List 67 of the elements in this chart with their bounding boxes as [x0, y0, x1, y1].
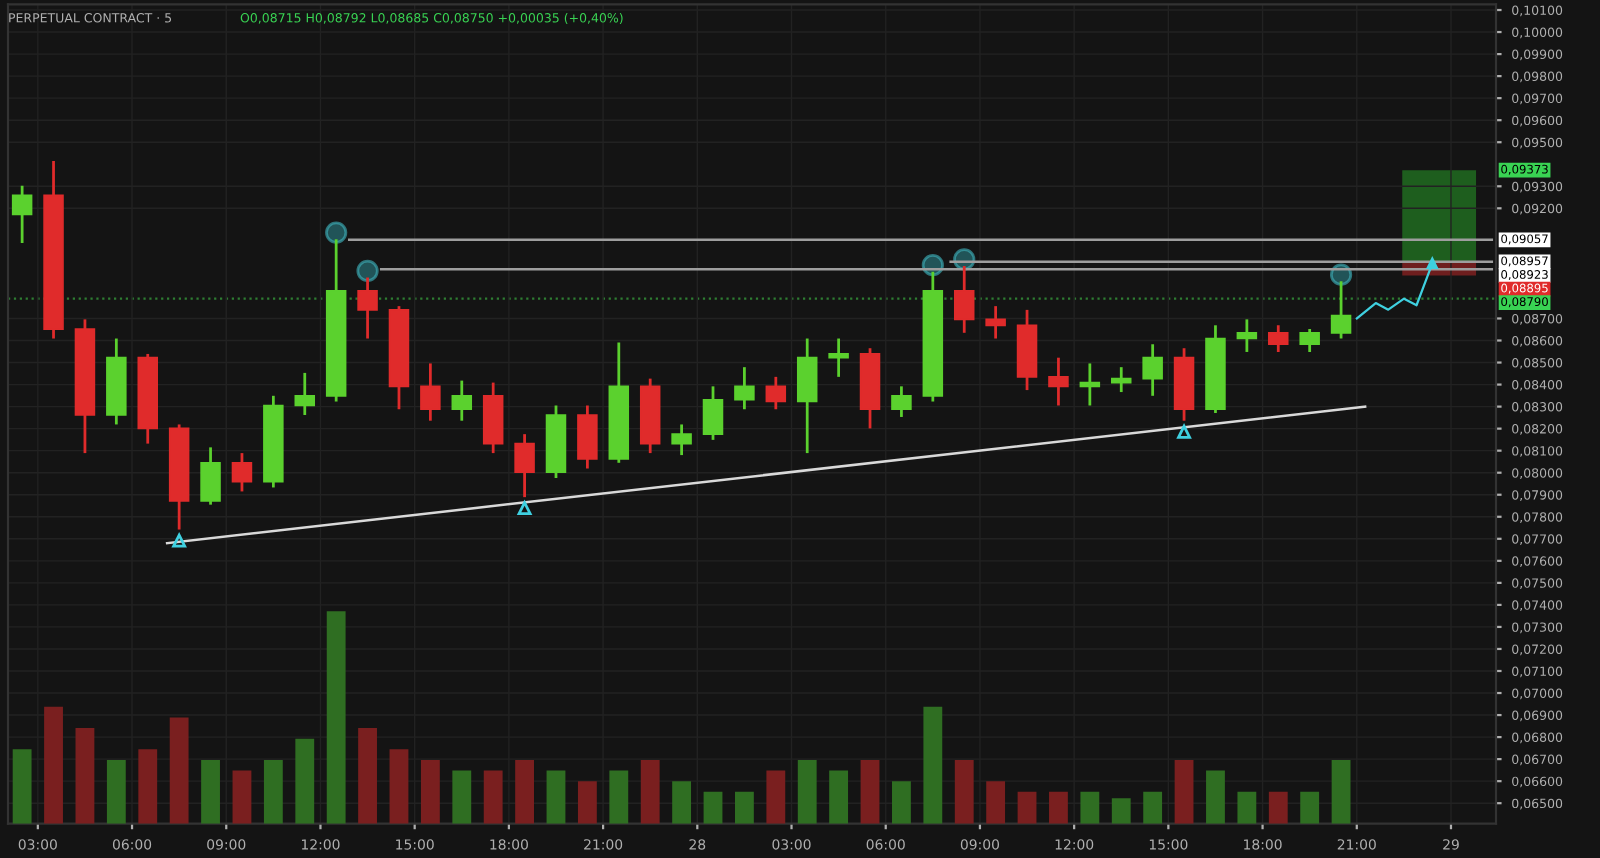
bar [923, 706, 943, 824]
bar [452, 770, 472, 824]
bar [1143, 791, 1163, 824]
bar [138, 749, 158, 824]
bar [1080, 791, 1100, 824]
bar [860, 759, 880, 824]
candlestick [1268, 323, 1289, 354]
bar [106, 759, 126, 824]
candlestick [702, 384, 724, 442]
candlestick [451, 379, 473, 423]
bar [232, 770, 252, 824]
bar [1017, 791, 1037, 824]
bar [389, 749, 409, 824]
bar [295, 738, 315, 824]
bar [797, 759, 817, 824]
bar [1206, 770, 1225, 824]
bar [420, 759, 440, 824]
candlestick [577, 404, 598, 470]
bar [1331, 759, 1351, 824]
candlestick [1236, 317, 1258, 354]
bar [1174, 759, 1194, 824]
bar [829, 770, 849, 824]
bar [546, 770, 566, 824]
candlestick [420, 362, 441, 423]
bar [75, 728, 95, 824]
candlestick [734, 365, 755, 411]
bar [766, 770, 786, 824]
bar [483, 770, 503, 824]
bar [515, 759, 535, 824]
candlestick [1299, 327, 1320, 354]
bar [1111, 798, 1131, 824]
bar [263, 759, 283, 824]
bar [1237, 791, 1257, 824]
candlestick [671, 423, 692, 457]
candlestick [1142, 342, 1163, 398]
candlestick [985, 304, 1006, 340]
candlestick [1079, 362, 1101, 407]
bar [892, 781, 911, 824]
candlestick [1110, 365, 1132, 394]
candlestick [796, 337, 818, 455]
candlestick [11, 184, 33, 245]
bar [358, 728, 377, 824]
bar [12, 749, 32, 824]
bar [169, 717, 189, 824]
candlestick [200, 445, 221, 507]
bar [1300, 791, 1320, 824]
bar [954, 759, 974, 824]
candlestick [765, 375, 787, 411]
bar [986, 781, 1006, 824]
bar [201, 759, 220, 824]
candlestick [482, 381, 504, 455]
bar [1268, 791, 1288, 824]
candlestick [294, 371, 316, 417]
candlestick [828, 337, 849, 379]
bar [609, 770, 629, 824]
bar [326, 611, 346, 824]
bar [734, 791, 754, 824]
candlestick [1048, 356, 1069, 407]
bar [44, 706, 63, 824]
bar [640, 759, 660, 824]
bar [703, 791, 723, 824]
candlestick [514, 432, 535, 499]
candlestick [891, 384, 912, 419]
bar [672, 781, 692, 824]
bar [577, 781, 597, 824]
bar [1049, 791, 1068, 824]
candlestick [231, 451, 253, 493]
